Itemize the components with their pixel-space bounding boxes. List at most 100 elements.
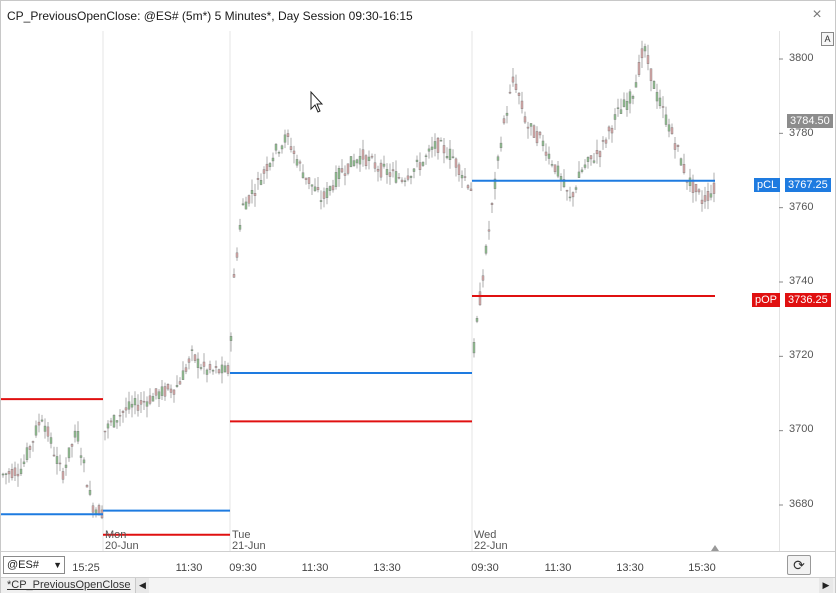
candle-body: [205, 369, 209, 375]
candle-body: [619, 109, 623, 114]
candle-body: [73, 430, 77, 438]
candle-body: [385, 169, 389, 175]
candle-body: [136, 404, 140, 411]
candle-body: [322, 191, 326, 199]
candle-body: [142, 400, 146, 403]
candle-body: [7, 471, 11, 475]
candle-body: [694, 183, 698, 193]
time-tick: 11:30: [175, 562, 203, 574]
candle-body: [316, 187, 320, 191]
candle-body: [463, 176, 467, 178]
candle-body: [565, 190, 569, 192]
candle-body: [283, 134, 287, 143]
candle-body: [232, 274, 236, 278]
price-axis-ticks: [779, 31, 783, 551]
candle-body: [646, 55, 650, 64]
candle-body: [388, 172, 392, 177]
candle-body: [331, 185, 335, 191]
candle-body: [418, 162, 422, 171]
candle-body: [559, 176, 563, 181]
candle-body: [91, 505, 95, 513]
candle-body: [574, 187, 578, 190]
candle-body: [61, 471, 65, 480]
candle-body: [664, 114, 668, 125]
candle-body: [541, 140, 545, 147]
candle-body: [109, 420, 113, 423]
horizontal-scrollbar[interactable]: [149, 578, 819, 593]
candle-body: [583, 164, 587, 168]
candle-body: [661, 106, 665, 108]
candle-body: [490, 203, 494, 206]
candle-body: [496, 156, 500, 161]
candle-body: [274, 143, 278, 151]
candle-body: [637, 62, 641, 75]
candle-body: [217, 369, 221, 374]
auto-scale-button[interactable]: A: [821, 32, 834, 46]
price-tick-3760: 3760: [789, 201, 814, 213]
candle-body: [49, 437, 53, 444]
candle-body: [343, 173, 347, 176]
candle-body: [208, 364, 212, 370]
time-tick: 15:25: [72, 562, 100, 574]
candle-body: [160, 386, 164, 396]
scroll-right-button[interactable]: ▶: [819, 578, 833, 593]
candle-body: [658, 97, 662, 107]
candle-body: [586, 157, 590, 162]
candle-body: [199, 367, 203, 369]
price-tick-3780: 3780: [789, 127, 814, 139]
candle-body: [403, 180, 407, 182]
tab-chart[interactable]: *CP_PreviousOpenClose: [7, 579, 131, 591]
candle-body: [328, 186, 332, 191]
candle-body: [37, 421, 41, 426]
close-button[interactable]: ×: [812, 6, 822, 23]
scroll-left-button[interactable]: ◀: [135, 578, 149, 593]
candle-body: [430, 146, 434, 150]
candle-body: [589, 155, 593, 160]
candle-body: [580, 169, 584, 172]
candle-body: [22, 461, 26, 465]
candle-body: [466, 185, 470, 189]
candle-body: [280, 145, 284, 150]
refresh-icon: ⟳: [793, 557, 805, 573]
candle-body: [1, 473, 5, 476]
candle-body: [436, 137, 440, 153]
day-label-wed-day: Wed: [474, 529, 497, 541]
candle-body: [616, 107, 620, 109]
candle-body: [319, 200, 323, 202]
candle-body: [238, 224, 242, 230]
candle-body: [544, 151, 548, 156]
day-label-mon-date: 20-Jun: [105, 540, 139, 552]
candle-body: [196, 358, 200, 368]
candle-body: [676, 144, 680, 147]
candle-body: [499, 142, 503, 149]
price-axis[interactable]: 3800 3780 3760 3740 3720 3700 3680 3784.…: [752, 31, 836, 551]
candle-body: [220, 364, 224, 374]
candle-body: [64, 464, 68, 468]
candle-body: [118, 414, 122, 417]
candle-body: [505, 112, 509, 116]
candle-body: [472, 342, 476, 354]
candle-body: [448, 148, 452, 161]
candle-body: [595, 150, 599, 155]
price-chart[interactable]: [1, 31, 779, 551]
candle-body: [145, 401, 149, 407]
candle-body: [442, 145, 446, 154]
candle-body: [214, 366, 218, 368]
candle-body: [532, 125, 536, 138]
symbol-selector[interactable]: @ES# ▼: [3, 556, 65, 574]
candle-body: [181, 370, 185, 380]
candle-body: [415, 159, 419, 162]
candle-body: [673, 143, 677, 150]
candle-body: [256, 178, 260, 180]
refresh-button[interactable]: ⟳: [787, 555, 811, 575]
candle-body: [517, 92, 521, 96]
candle-body: [16, 473, 20, 477]
candle-body: [337, 168, 341, 180]
candle-body: [439, 140, 443, 142]
candle-body: [259, 180, 263, 185]
candle-body: [655, 91, 659, 102]
candle-body: [250, 190, 254, 195]
candle-body: [421, 161, 425, 166]
candle-body: [550, 164, 554, 166]
candle-body: [568, 196, 572, 199]
